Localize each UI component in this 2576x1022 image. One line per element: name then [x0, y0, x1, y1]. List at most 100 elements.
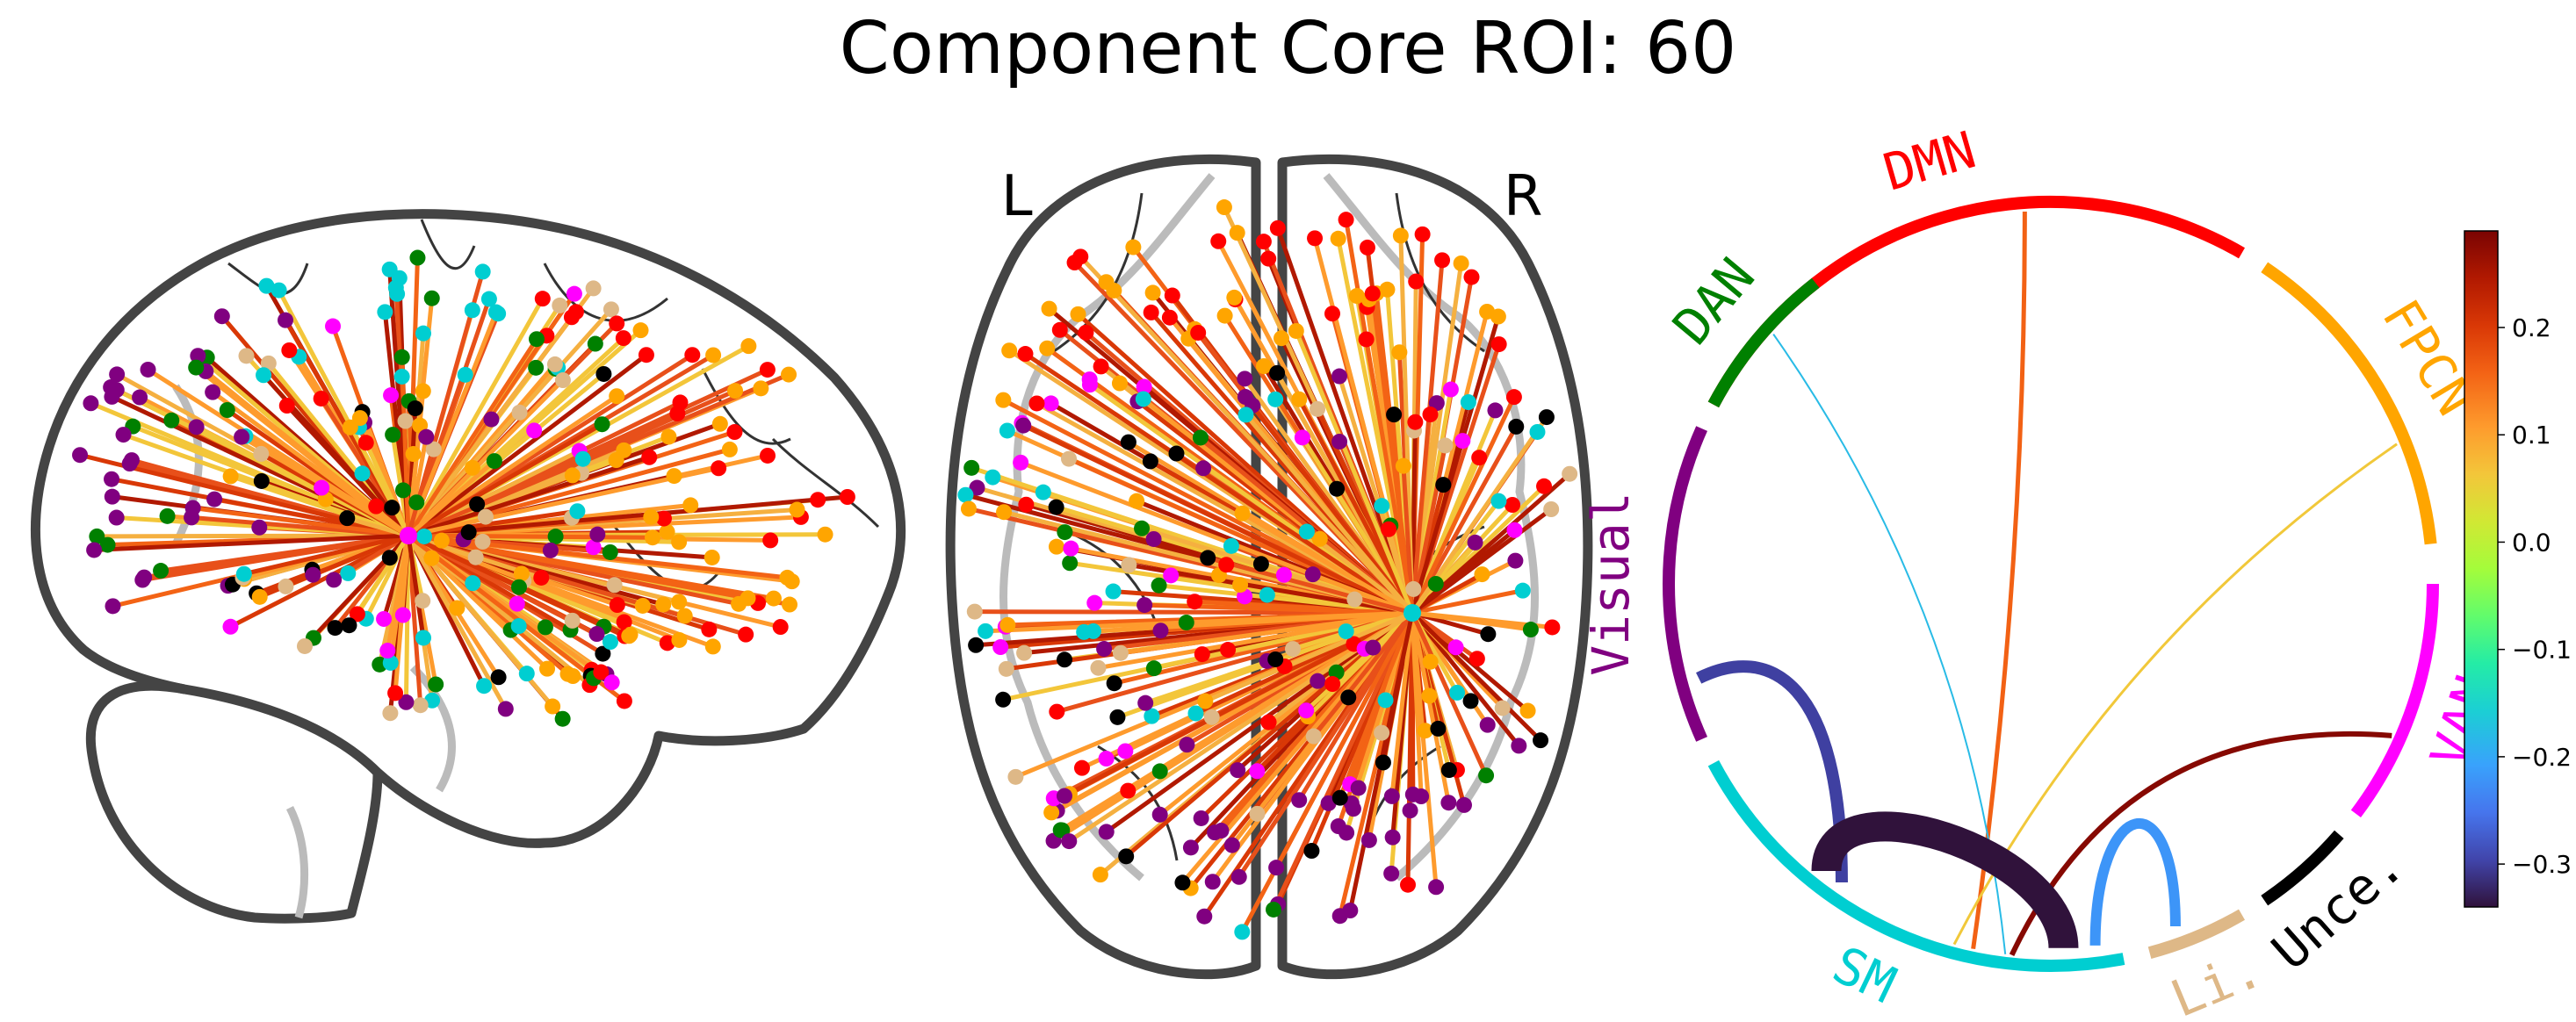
- network-label: DMN: [1877, 119, 1981, 202]
- roi-node: [1056, 788, 1072, 804]
- roi-node: [464, 459, 480, 476]
- roi-node: [235, 565, 252, 582]
- network-label: Visual: [1581, 492, 1641, 676]
- connection-line: [400, 355, 411, 538]
- roi-node: [1013, 454, 1029, 471]
- connection-line: [406, 465, 721, 538]
- roi-node: [1467, 534, 1483, 551]
- connection-line: [406, 378, 566, 538]
- roi-node: [839, 488, 855, 505]
- roi-node: [1187, 594, 1203, 610]
- roi-node: [433, 532, 450, 549]
- roi-node: [510, 618, 527, 635]
- roi-node: [671, 594, 688, 610]
- roi-node: [340, 565, 357, 581]
- roi-node: [1405, 580, 1422, 597]
- roi-node: [1435, 477, 1452, 493]
- roi-node: [383, 387, 400, 404]
- roi-node: [1112, 644, 1129, 661]
- roi-node: [671, 534, 688, 551]
- network-link: [1811, 811, 2079, 950]
- network-link: [2089, 817, 2181, 946]
- roi-node: [547, 529, 564, 545]
- roi-node: [1379, 281, 1396, 298]
- roi-node: [219, 402, 235, 419]
- roi-node: [251, 519, 268, 536]
- roi-node: [1324, 306, 1340, 322]
- network-label: Li.: [2162, 939, 2270, 1022]
- connection-line: [1410, 610, 1424, 799]
- roi-node: [1538, 409, 1555, 426]
- roi-node: [1430, 720, 1447, 737]
- roi-node: [526, 422, 543, 439]
- connection-line: [1202, 610, 1415, 704]
- roi-node: [1187, 705, 1204, 722]
- roi-node: [779, 569, 796, 586]
- connection-line: [1405, 610, 1415, 888]
- roi-node: [1298, 702, 1315, 719]
- roi-node: [726, 424, 743, 441]
- roi-node: [382, 654, 399, 671]
- roi-node: [727, 383, 744, 399]
- roi-node: [1255, 234, 1272, 250]
- roi-node: [497, 701, 514, 717]
- roi-node: [595, 365, 612, 382]
- roi-node: [1386, 407, 1403, 423]
- connection-line: [1370, 291, 1415, 615]
- roi-node: [159, 507, 176, 524]
- roi-node: [585, 539, 602, 556]
- connection-line: [1157, 583, 1415, 615]
- roi-node: [206, 491, 223, 507]
- roi-node: [621, 628, 638, 644]
- connection-line: [1244, 412, 1415, 615]
- roi-node: [660, 428, 677, 445]
- connection-line: [1410, 610, 1489, 778]
- roi-node: [1085, 623, 1101, 639]
- colorbar-tick-label: 0.0: [2512, 528, 2551, 557]
- roi-node: [1161, 309, 1178, 326]
- roi-node: [1144, 284, 1161, 301]
- roi-node: [460, 524, 477, 541]
- roi-node: [594, 416, 610, 433]
- network-label: Unce.: [2261, 835, 2415, 982]
- roi-node: [616, 614, 632, 630]
- roi-node: [1506, 522, 1523, 538]
- roi-node: [1216, 307, 1233, 324]
- roi-node: [1192, 429, 1209, 446]
- roi-node: [616, 693, 632, 709]
- roi-node: [817, 526, 833, 543]
- roi-node: [190, 348, 206, 364]
- roi-node: [1437, 437, 1454, 454]
- roi-node: [205, 384, 221, 400]
- roi-node: [615, 330, 631, 347]
- roi-node: [643, 508, 660, 525]
- roi-node: [1478, 767, 1495, 784]
- network-arc: [2350, 583, 2439, 818]
- roi-node: [408, 494, 425, 511]
- roi-node: [487, 304, 504, 320]
- roi-node: [1284, 641, 1301, 658]
- roi-node: [467, 549, 484, 565]
- roi-node: [1440, 795, 1457, 811]
- connection-line: [1410, 610, 1543, 743]
- roi-node: [528, 359, 545, 376]
- roi-node: [1137, 695, 1154, 711]
- roi-node: [539, 660, 556, 677]
- connection-line: [1410, 610, 1521, 748]
- roi-node: [354, 465, 371, 482]
- roi-node: [1018, 496, 1035, 513]
- connection-line: [1021, 423, 1415, 615]
- colorbar: 0.2 0.1 0.0 −0.1 −0.2 −0.3: [2464, 230, 2572, 908]
- roi-node: [676, 608, 693, 624]
- roi-node: [1151, 577, 1167, 594]
- sagittal-outline: [30, 209, 906, 924]
- roi-node: [1440, 762, 1457, 779]
- connection-line: [406, 494, 850, 538]
- roi-node: [253, 445, 270, 462]
- roi-node: [379, 643, 396, 659]
- roi-node: [342, 419, 358, 435]
- connection-line: [1410, 257, 1445, 615]
- roi-node: [1057, 651, 1073, 668]
- roi-node: [385, 427, 401, 443]
